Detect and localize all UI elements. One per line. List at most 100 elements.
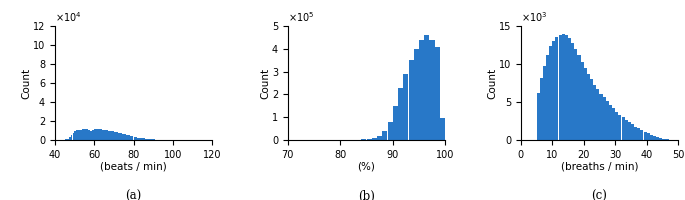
Bar [414, 49, 419, 140]
Bar [77, 130, 78, 140]
Text: $\times10^{5}$: $\times10^{5}$ [288, 10, 314, 24]
Bar [75, 131, 77, 140]
Bar [546, 55, 549, 140]
Bar [78, 130, 80, 140]
Bar [419, 40, 424, 140]
Bar [151, 139, 153, 140]
Bar [110, 131, 112, 140]
Bar [606, 101, 609, 140]
Bar [94, 129, 96, 140]
Bar [98, 129, 100, 140]
Y-axis label: Count: Count [260, 67, 271, 99]
Bar [435, 47, 440, 140]
Bar [104, 130, 106, 140]
Bar [102, 130, 104, 140]
Bar [116, 132, 118, 140]
Bar [615, 112, 619, 140]
Bar [377, 136, 382, 140]
Bar [556, 37, 558, 140]
X-axis label: (beats / min): (beats / min) [100, 161, 167, 171]
Bar [80, 130, 82, 140]
Bar [84, 129, 86, 140]
Bar [659, 138, 662, 140]
Bar [558, 35, 562, 140]
Bar [96, 129, 98, 140]
Bar [609, 105, 612, 140]
Bar [388, 122, 393, 140]
Bar [631, 124, 634, 140]
Bar [66, 139, 69, 140]
Bar [366, 139, 372, 140]
Bar [562, 34, 564, 140]
Bar [393, 106, 398, 140]
Bar [549, 46, 552, 140]
Bar [140, 138, 141, 140]
Bar [82, 129, 84, 140]
Text: $\times10^{4}$: $\times10^{4}$ [55, 10, 82, 24]
Bar [574, 49, 577, 140]
Bar [88, 130, 90, 140]
Bar [599, 94, 603, 140]
Bar [108, 131, 110, 140]
Text: (c): (c) [592, 190, 608, 200]
Bar [590, 79, 593, 140]
Bar [361, 139, 366, 140]
Bar [597, 89, 599, 140]
Bar [647, 133, 650, 140]
Y-axis label: Count: Count [487, 67, 497, 99]
Bar [143, 138, 145, 140]
Bar [64, 139, 66, 140]
Bar [581, 62, 584, 140]
Bar [141, 138, 143, 140]
Bar [625, 120, 627, 140]
Bar [129, 136, 132, 140]
Bar [90, 131, 92, 140]
Bar [134, 137, 136, 140]
Bar [621, 117, 625, 140]
Bar [86, 129, 88, 140]
Bar [382, 131, 388, 140]
Bar [100, 129, 102, 140]
Bar [132, 136, 134, 140]
Bar [593, 85, 596, 140]
Bar [619, 115, 621, 140]
Bar [536, 93, 540, 140]
Bar [149, 139, 151, 140]
Bar [656, 137, 659, 140]
Bar [118, 133, 120, 140]
Bar [124, 134, 125, 140]
Bar [73, 133, 75, 140]
Bar [372, 138, 377, 140]
Bar [112, 131, 114, 140]
Bar [92, 130, 94, 140]
Bar [628, 122, 631, 140]
Bar [125, 135, 127, 140]
Bar [540, 78, 543, 140]
Bar [408, 60, 414, 140]
Bar [640, 130, 643, 140]
Bar [68, 137, 71, 140]
Bar [666, 139, 669, 140]
Bar [643, 132, 647, 140]
Bar [603, 97, 606, 140]
Bar [145, 139, 147, 140]
Bar [71, 135, 73, 140]
Bar [424, 35, 429, 140]
X-axis label: (breaths / min): (breaths / min) [561, 161, 638, 171]
Bar [634, 127, 637, 140]
Bar [147, 139, 149, 140]
Text: (a): (a) [125, 190, 142, 200]
Bar [653, 136, 656, 140]
Bar [543, 66, 546, 140]
Bar [440, 118, 445, 140]
Bar [568, 38, 571, 140]
Bar [429, 40, 435, 140]
Bar [114, 132, 116, 140]
Bar [120, 133, 122, 140]
Bar [650, 135, 653, 140]
Bar [571, 43, 574, 140]
Bar [403, 74, 408, 140]
Bar [398, 88, 403, 140]
Bar [565, 35, 568, 140]
Text: (b): (b) [358, 190, 375, 200]
